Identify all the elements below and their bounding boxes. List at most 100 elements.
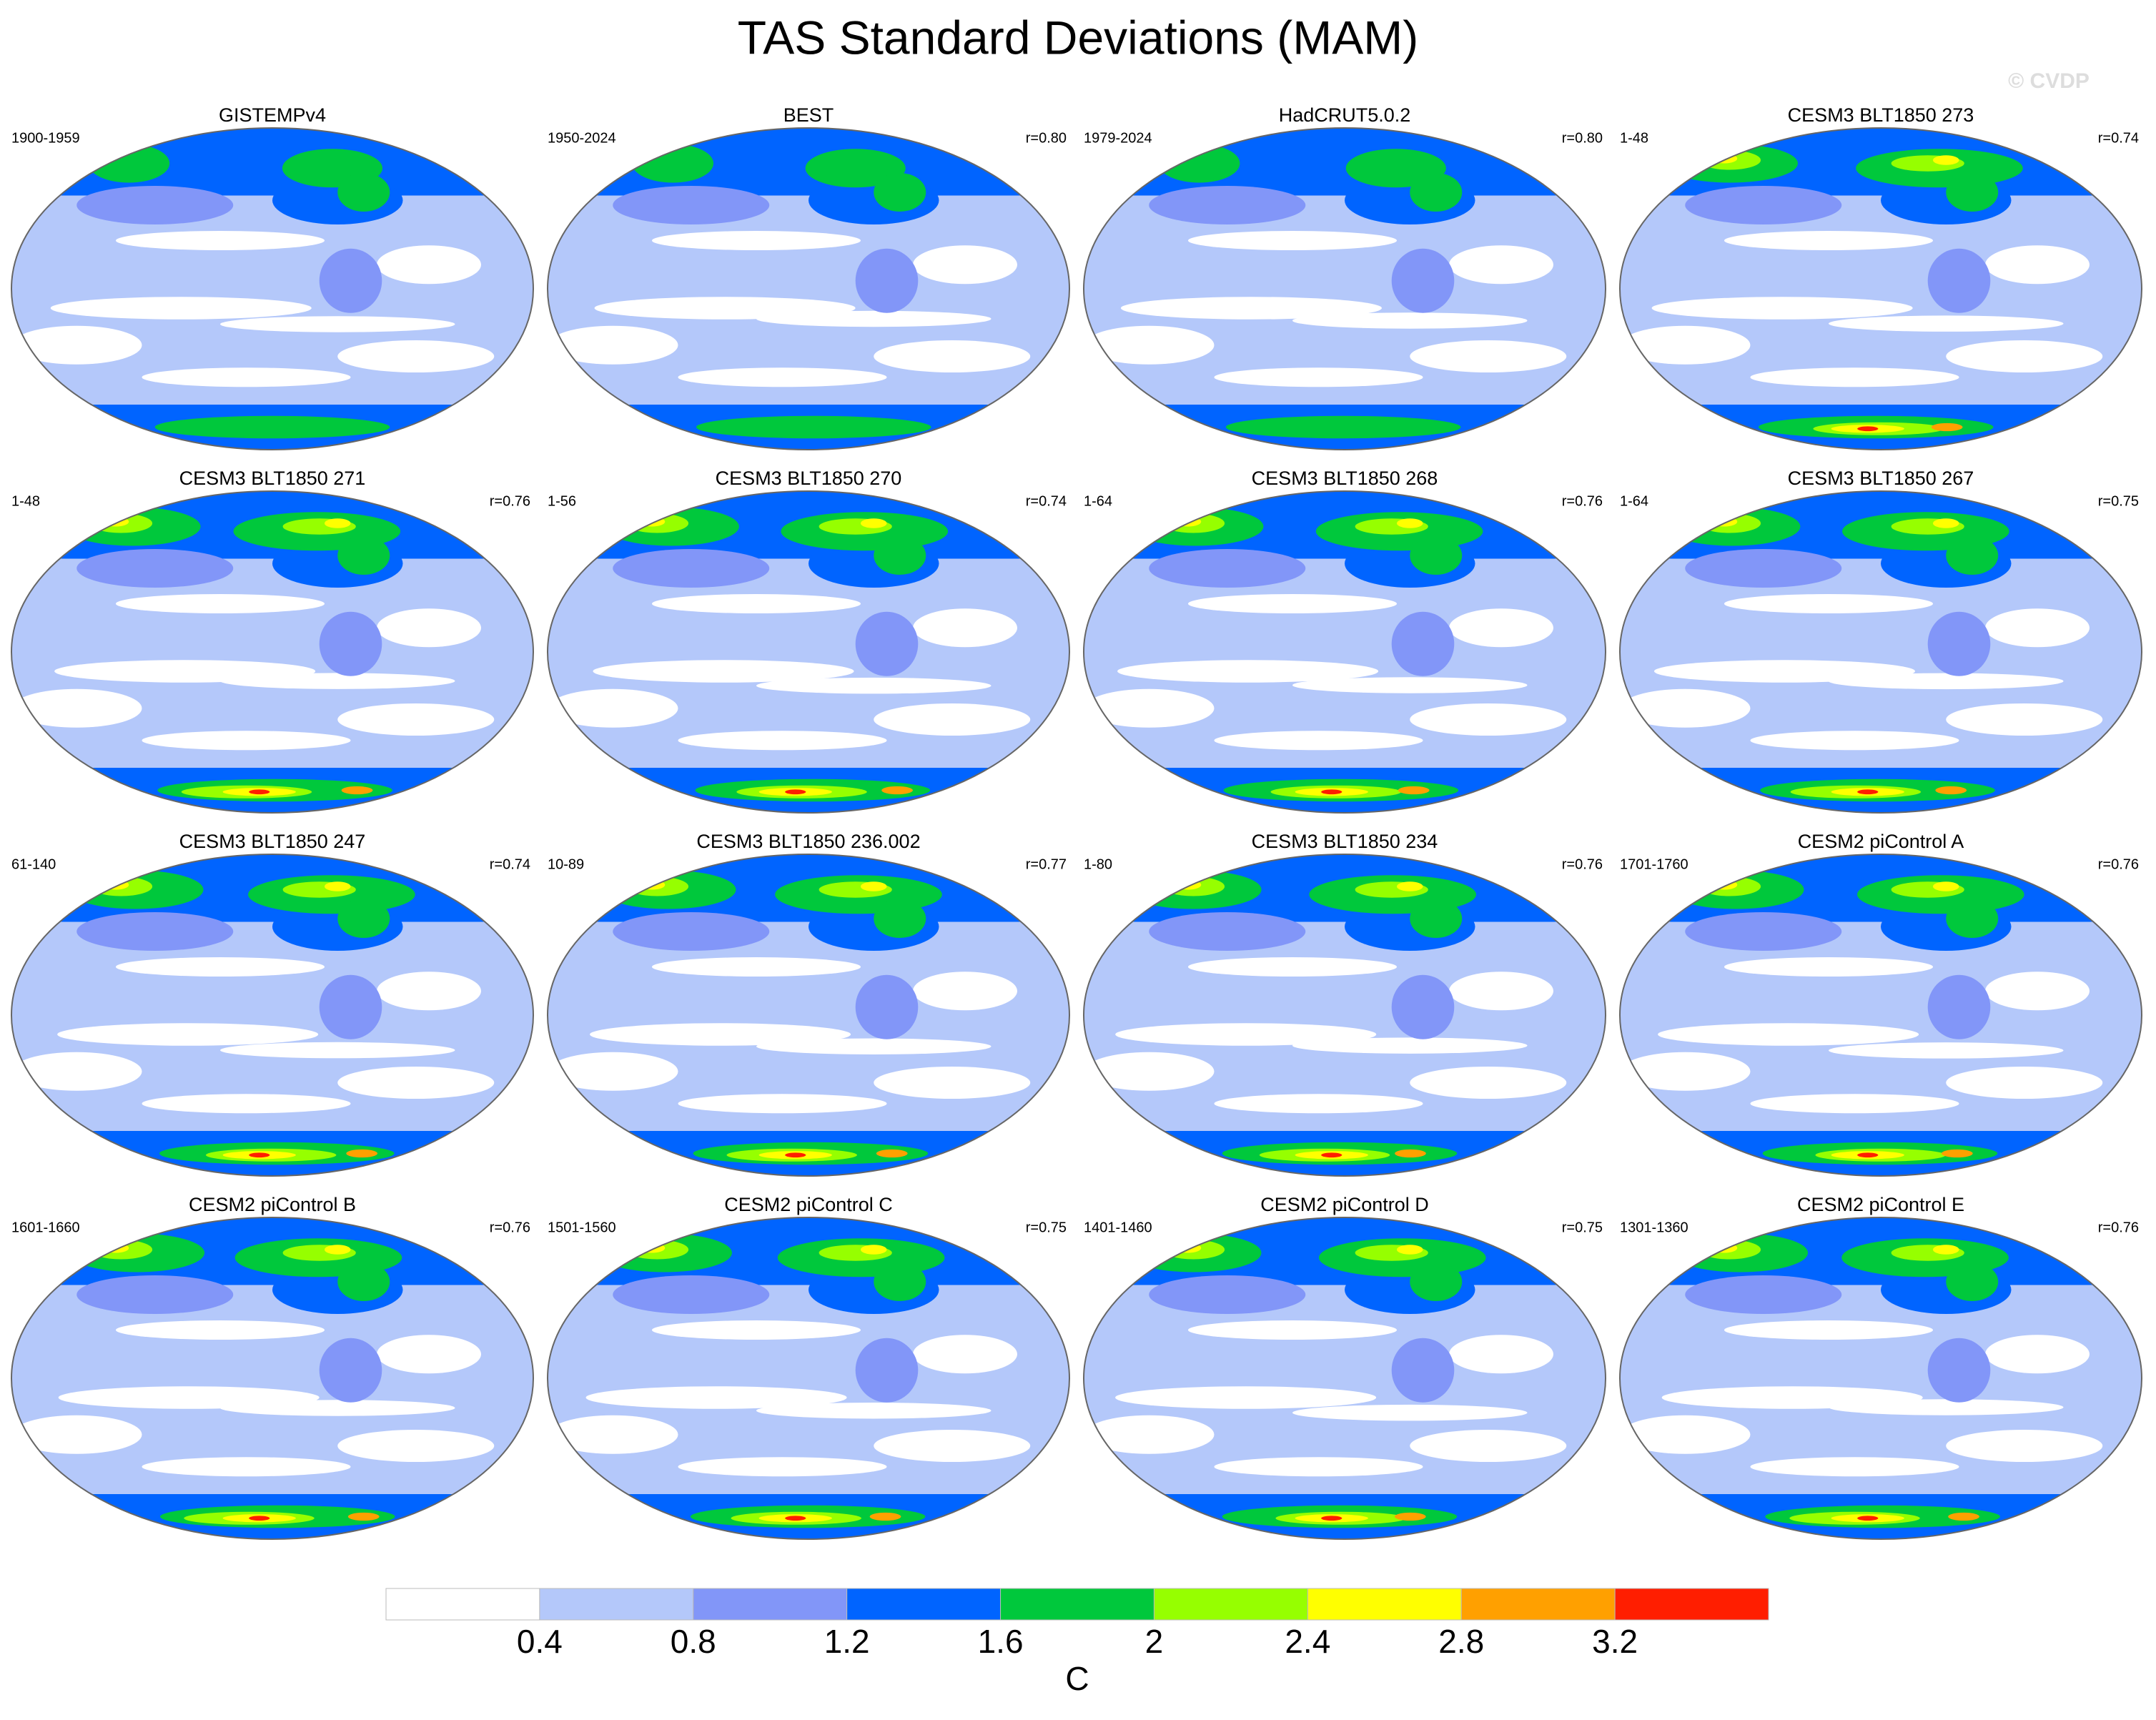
contour-region: [142, 1094, 351, 1114]
contour-region: [1188, 231, 1397, 250]
contour-region: [1149, 186, 1306, 224]
panel-title: CESM2 piControl A: [1798, 831, 1964, 852]
colorbar-tick-label: 2.4: [1285, 1623, 1330, 1660]
panel-title: CESM3 BLT1850 247: [179, 831, 366, 852]
panel-period: 61-140: [11, 856, 56, 872]
contour-region: [1946, 1262, 1999, 1301]
contour-region: [1449, 972, 1553, 1011]
contour-region: [1931, 422, 1963, 432]
map-panel: [1083, 1217, 1606, 1540]
contour-region: [1214, 731, 1423, 751]
colorbar-box: [693, 1588, 848, 1621]
map-field: [1084, 128, 1606, 450]
contour-region: [1750, 1457, 1959, 1477]
contour-region: [1711, 154, 1738, 164]
panel-title: HadCRUT5.0.2: [1279, 104, 1411, 126]
panel-correlation: r=0.75: [1562, 1220, 1603, 1235]
contour-region: [1394, 1512, 1426, 1521]
contour-region: [861, 881, 887, 891]
contour-region: [805, 149, 906, 188]
map-panel: [1619, 127, 2142, 450]
map-outline: [1619, 854, 2142, 1177]
map-outline: [11, 127, 534, 450]
contour-region: [1946, 899, 1999, 938]
contour-region: [325, 1245, 351, 1255]
map-outline: [547, 127, 1070, 450]
contour-region: [1711, 517, 1738, 527]
contour-region: [548, 1052, 678, 1091]
colorbar-tick-label: 1.6: [978, 1623, 1024, 1660]
contour-region: [76, 1275, 234, 1314]
contour-region: [652, 231, 861, 250]
contour-region: [1117, 660, 1379, 683]
contour-region: [11, 688, 142, 728]
map-panel: [1083, 127, 1606, 450]
map-outline: [1619, 1217, 2142, 1540]
map-field: [1620, 1217, 2142, 1539]
panel-correlation: r=0.75: [2098, 493, 2139, 509]
colorbar-tick-label: 2.8: [1438, 1623, 1484, 1660]
map-outline: [1083, 127, 1606, 450]
contour-region: [1750, 367, 1959, 387]
panel-correlation: r=0.77: [1026, 856, 1067, 872]
panel-title: CESM3 BLT1850 273: [1788, 104, 1974, 126]
panel-correlation: r=0.76: [2098, 1220, 2139, 1235]
colorbar-box: [1460, 1588, 1616, 1621]
contour-region: [1946, 703, 2103, 736]
contour-region: [1829, 1042, 2064, 1059]
contour-region: [652, 957, 861, 977]
colorbar-tick-label: 0.4: [517, 1623, 563, 1660]
contour-region: [638, 517, 666, 527]
contour-region: [1651, 297, 1913, 320]
contour-region: [1685, 186, 1842, 224]
panel-title: CESM3 BLT1850 270: [716, 468, 902, 489]
map-outline: [11, 1217, 534, 1540]
map-outline: [1619, 127, 2142, 450]
panel-correlation: r=0.80: [1026, 130, 1067, 146]
panel-correlation: r=0.80: [1562, 130, 1603, 146]
panel-period: 1-64: [1620, 493, 1648, 509]
map-field: [1084, 491, 1606, 813]
panel-title: CESM3 BLT1850 271: [179, 468, 366, 489]
contour-region: [1410, 1067, 1567, 1099]
contour-region: [913, 972, 1017, 1011]
panel-correlation: r=0.74: [2098, 130, 2139, 146]
panel-title: CESM3 BLT1850 234: [1252, 831, 1438, 852]
map-field: [1620, 854, 2142, 1176]
contour-region: [1857, 1152, 1879, 1158]
contour-region: [249, 789, 270, 795]
contour-region: [1410, 1430, 1567, 1462]
contour-region: [102, 517, 129, 527]
map-field: [1620, 491, 2142, 813]
contour-region: [855, 1338, 919, 1403]
contour-region: [613, 186, 770, 224]
contour-region: [1658, 1023, 1919, 1046]
colorbar-tick-label: 2: [1145, 1623, 1164, 1660]
contour-region: [1084, 325, 1215, 365]
contour-region: [855, 248, 919, 313]
map-field: [548, 128, 1069, 450]
contour-region: [57, 1023, 319, 1046]
contour-region: [1397, 881, 1423, 891]
contour-region: [1214, 1457, 1423, 1477]
panel-title: CESM3 BLT1850 268: [1252, 468, 1438, 489]
contour-region: [220, 673, 455, 689]
contour-region: [102, 880, 129, 890]
contour-region: [1175, 1243, 1202, 1253]
contour-region: [1321, 1152, 1342, 1158]
contour-region: [1391, 248, 1455, 313]
contour-region: [1188, 594, 1397, 613]
contour-region: [1214, 367, 1423, 387]
contour-region: [1084, 1052, 1215, 1091]
contour-region: [593, 660, 854, 683]
contour-region: [1948, 1512, 1979, 1521]
map-outline: [547, 490, 1070, 814]
contour-region: [638, 1243, 666, 1253]
contour-region: [1685, 912, 1842, 951]
contour-region: [1946, 173, 1999, 212]
contour-region: [913, 1335, 1017, 1374]
contour-region: [874, 1430, 1031, 1462]
contour-region: [548, 325, 678, 365]
contour-region: [1158, 144, 1240, 183]
